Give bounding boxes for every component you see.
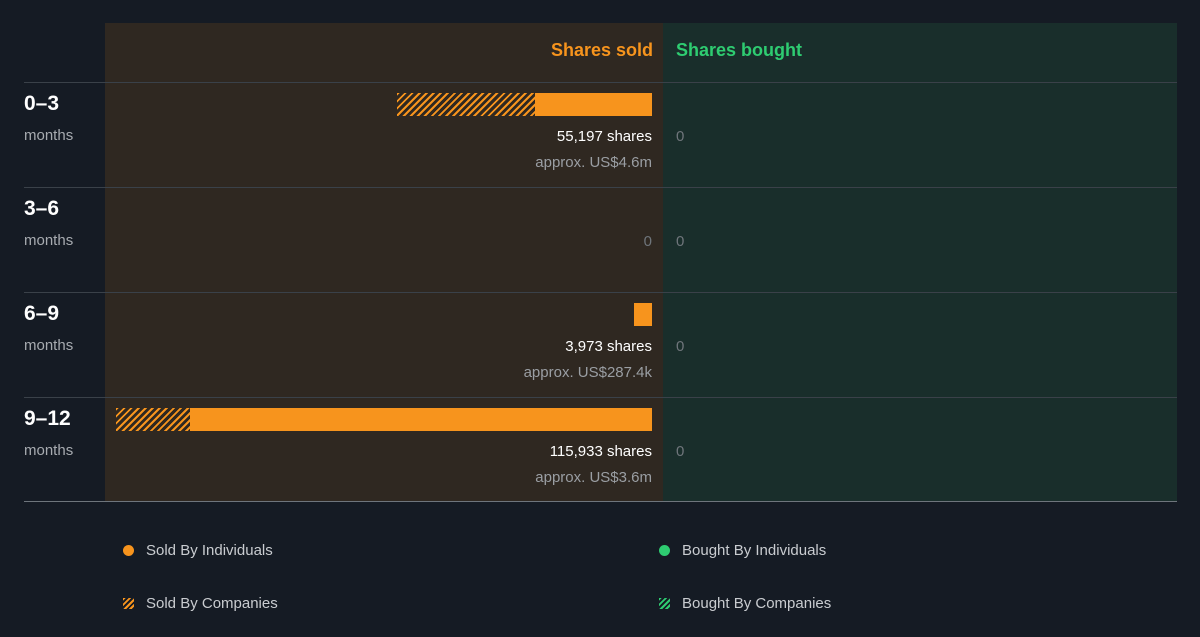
sold-by-companies-segment xyxy=(396,93,536,116)
legend-label: Bought By Companies xyxy=(682,595,832,612)
period-row-3-6: 3–6 months 0 0 xyxy=(0,187,1200,292)
bought-zero-label: 0 xyxy=(676,128,685,145)
orange-dot-icon xyxy=(123,545,134,556)
period-unit: months xyxy=(24,127,74,144)
sold-by-individuals-segment xyxy=(535,93,652,116)
sold-bar xyxy=(396,93,652,116)
legend-bought-by-companies: Bought By Companies xyxy=(659,595,831,612)
shares-bought-header: Shares bought xyxy=(676,40,803,60)
period-range: 3–6 xyxy=(24,197,60,220)
legend-label: Sold By Companies xyxy=(146,595,278,612)
sold-by-individuals-segment xyxy=(633,303,652,326)
sold-bar xyxy=(633,303,652,326)
period-row-0-3: 0–3 months 55,197 shares approx. US$4.6m… xyxy=(0,82,1200,187)
sold-shares-label: 55,197 shares xyxy=(556,128,652,145)
period-range: 0–3 xyxy=(24,92,60,115)
green-dot-icon xyxy=(659,545,670,556)
legend-label: Sold By Individuals xyxy=(146,542,273,559)
sold-shares-label: 115,933 shares xyxy=(549,443,652,460)
orange-hatch-icon xyxy=(123,598,134,609)
bought-panel xyxy=(663,23,1177,501)
legend-sold-by-companies: Sold By Companies xyxy=(123,595,278,612)
sold-by-individuals-segment xyxy=(189,408,652,431)
bought-zero-label: 0 xyxy=(676,338,685,355)
sold-value-label: approx. US$4.6m xyxy=(535,154,652,171)
row-divider xyxy=(24,292,1177,293)
shares-sold-header: Shares sold xyxy=(550,40,653,60)
sold-zero-label: 0 xyxy=(643,233,652,250)
sold-shares-label: 3,973 shares xyxy=(565,338,652,355)
period-unit: months xyxy=(24,337,74,354)
period-unit: months xyxy=(24,232,74,249)
bought-zero-label: 0 xyxy=(676,443,685,460)
chart-baseline xyxy=(24,501,1177,502)
period-row-6-9: 6–9 months 3,973 shares approx. US$287.4… xyxy=(0,292,1200,397)
row-divider xyxy=(24,187,1177,188)
legend-bought-by-individuals: Bought By Individuals xyxy=(659,542,826,559)
green-hatch-icon xyxy=(659,598,670,609)
sold-value-label: approx. US$287.4k xyxy=(523,364,652,381)
sold-value-label: approx. US$3.6m xyxy=(535,469,652,486)
period-row-9-12: 9–12 months 115,933 shares approx. US$3.… xyxy=(0,397,1200,502)
row-divider xyxy=(24,82,1177,83)
sold-by-companies-segment xyxy=(116,408,190,431)
period-unit: months xyxy=(24,442,74,459)
row-divider xyxy=(24,397,1177,398)
period-range: 9–12 xyxy=(24,407,71,430)
legend-label: Bought By Individuals xyxy=(682,542,827,559)
bought-zero-label: 0 xyxy=(676,233,685,250)
legend-sold-by-individuals: Sold By Individuals xyxy=(123,542,273,559)
period-range: 6–9 xyxy=(24,302,60,325)
sold-bar xyxy=(116,408,652,431)
